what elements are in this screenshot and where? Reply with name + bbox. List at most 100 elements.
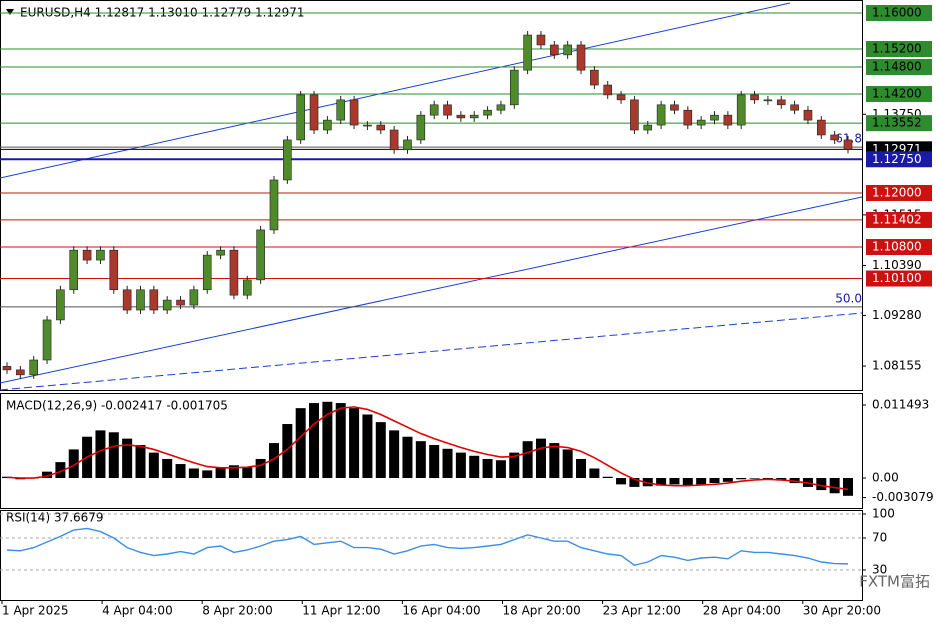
level-box bbox=[866, 86, 932, 103]
macd-bar bbox=[122, 438, 133, 479]
level-box bbox=[866, 41, 932, 58]
candle bbox=[42, 319, 52, 361]
level-label: 1.11402 bbox=[872, 212, 922, 226]
macd-bar bbox=[682, 478, 693, 486]
candle bbox=[363, 124, 372, 127]
candle bbox=[496, 104, 506, 111]
candle bbox=[229, 249, 239, 296]
macd-bar bbox=[55, 462, 66, 479]
x-tick-label: 18 Apr 20:00 bbox=[503, 604, 581, 618]
candle bbox=[416, 114, 426, 141]
macd-bar bbox=[669, 478, 680, 485]
macd-bar bbox=[843, 478, 853, 496]
candle bbox=[616, 94, 626, 101]
macd-bar bbox=[455, 452, 466, 479]
level-box bbox=[866, 239, 932, 256]
y-tick-label: 100 bbox=[872, 507, 895, 521]
macd-bar bbox=[202, 470, 213, 479]
macd-bar bbox=[642, 478, 653, 487]
macd-bar bbox=[215, 467, 226, 479]
macd-bar bbox=[576, 458, 587, 479]
macd-bar bbox=[535, 438, 546, 479]
candle bbox=[336, 99, 346, 121]
candle bbox=[750, 94, 759, 101]
level-box bbox=[866, 5, 932, 22]
candle bbox=[216, 249, 225, 256]
candle bbox=[323, 119, 332, 131]
candle bbox=[536, 34, 546, 46]
x-tick-label: 8 Apr 20:00 bbox=[202, 604, 273, 618]
candle bbox=[776, 99, 786, 106]
candle bbox=[29, 359, 38, 376]
macd-bar bbox=[562, 449, 573, 479]
x-tick-label: 4 Apr 04:00 bbox=[102, 604, 173, 618]
candle bbox=[443, 104, 452, 116]
macd-frame bbox=[0, 393, 863, 509]
macd-bar bbox=[509, 452, 520, 479]
level-label: 1.14800 bbox=[872, 60, 922, 74]
candle bbox=[790, 104, 799, 111]
candle bbox=[550, 44, 559, 56]
y-tick-label: 1.09280 bbox=[872, 308, 922, 322]
candle bbox=[136, 289, 145, 311]
candle bbox=[122, 289, 132, 311]
candle bbox=[269, 179, 279, 231]
macd-bar bbox=[522, 441, 533, 479]
candle bbox=[723, 114, 733, 126]
rsi-frame bbox=[0, 510, 863, 601]
macd-bar bbox=[549, 443, 560, 479]
macd-bar bbox=[589, 468, 600, 479]
level-box bbox=[866, 211, 932, 228]
y-tick-label: 30 bbox=[872, 563, 887, 577]
level-label: 1.10800 bbox=[872, 240, 922, 254]
price-title: EURUSD,H4 1.12817 1.13010 1.12779 1.1297… bbox=[20, 6, 305, 20]
candle bbox=[710, 114, 719, 121]
level-box bbox=[866, 185, 932, 202]
macd-bar bbox=[162, 458, 173, 479]
macd-bar bbox=[602, 476, 613, 479]
macd-bar bbox=[469, 455, 480, 479]
candle bbox=[843, 139, 853, 150]
level-label: 1.12000 bbox=[872, 186, 922, 200]
candle bbox=[189, 289, 199, 306]
y-tick-label: -0.003079 bbox=[872, 490, 934, 504]
candle bbox=[109, 249, 119, 291]
candle bbox=[283, 139, 292, 181]
x-tick-label: 16 Apr 04:00 bbox=[402, 604, 480, 618]
candle bbox=[16, 369, 25, 376]
macd-bar bbox=[322, 401, 333, 479]
macd-bar bbox=[228, 465, 239, 479]
level-box bbox=[866, 115, 932, 132]
macd-bar bbox=[255, 458, 266, 479]
macd-bar bbox=[282, 424, 293, 479]
candle bbox=[389, 129, 399, 151]
level-label: 1.14200 bbox=[872, 87, 922, 101]
menu-arrow bbox=[6, 9, 14, 15]
candle bbox=[736, 94, 746, 126]
candle bbox=[603, 84, 613, 96]
candle bbox=[696, 119, 706, 126]
macd-bar bbox=[42, 471, 53, 479]
candle bbox=[656, 104, 666, 126]
candle bbox=[429, 104, 439, 116]
candle bbox=[509, 69, 519, 106]
watermark: FXTM富拓 bbox=[859, 573, 930, 591]
rsi-title: RSI(14) 37.6679 bbox=[6, 511, 104, 525]
macd-bar bbox=[68, 449, 79, 479]
level-label: 1.10100 bbox=[872, 271, 922, 285]
y-tick-label: 1.10390 bbox=[872, 258, 922, 272]
level-box bbox=[866, 59, 932, 76]
macd-bar bbox=[268, 443, 279, 479]
macd-bar bbox=[829, 478, 840, 494]
candle bbox=[630, 99, 639, 131]
macd-bar bbox=[389, 430, 400, 479]
macd-title: MACD(12,26,9) -0.002417 -0.001705 bbox=[6, 399, 228, 413]
price-frame bbox=[0, 0, 863, 391]
trendline bbox=[0, 312, 863, 391]
level-label: 1.12750 bbox=[872, 152, 922, 166]
candle bbox=[162, 299, 172, 311]
macd-bar bbox=[108, 432, 119, 479]
macd-bar bbox=[816, 478, 827, 491]
candle bbox=[242, 279, 252, 296]
